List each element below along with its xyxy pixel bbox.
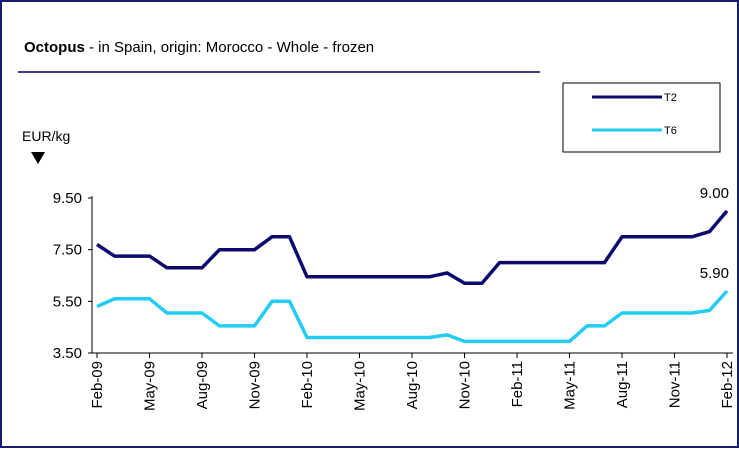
x-tick-label: Nov-09 xyxy=(247,361,264,409)
y-arrow xyxy=(31,152,45,164)
x-tick-label: May-10 xyxy=(352,361,369,411)
data-label: 9.00 xyxy=(700,185,729,202)
title-bold: Octopus xyxy=(24,39,85,56)
legend-label: T6 xyxy=(664,125,677,137)
title-rest: - in Spain, origin: Morocco - Whole - fr… xyxy=(89,39,374,56)
x-tick-label: May-11 xyxy=(562,361,579,410)
x-tick-label: Feb-12 xyxy=(719,361,736,409)
x-tick-label: Feb-09 xyxy=(89,361,106,409)
x-tick-label: Aug-09 xyxy=(194,361,211,409)
x-tick-label: Feb-10 xyxy=(299,361,316,409)
chart-title: Octopus - in Spain, origin: Morocco - Wh… xyxy=(24,39,374,56)
y-tick-label: 3.50 xyxy=(53,345,82,362)
y-tick-label: 9.50 xyxy=(53,190,82,207)
legend-label: T2 xyxy=(664,92,677,104)
y-tick-label: 5.50 xyxy=(53,293,82,310)
legend xyxy=(562,82,721,153)
series-line xyxy=(96,209,729,286)
x-tick-label: Feb-11 xyxy=(509,361,526,407)
x-tick-label: Nov-11 xyxy=(667,361,684,408)
y-tick-label: 7.50 xyxy=(53,242,82,259)
x-tick-label: Aug-11 xyxy=(614,361,631,408)
y-axis-label: EUR/kg xyxy=(22,128,70,144)
x-tick-label: May-09 xyxy=(142,361,159,411)
data-label: 5.90 xyxy=(700,265,729,282)
x-tick-label: Nov-10 xyxy=(457,361,474,409)
series-line xyxy=(96,289,729,344)
x-tick-label: Aug-10 xyxy=(404,361,421,409)
